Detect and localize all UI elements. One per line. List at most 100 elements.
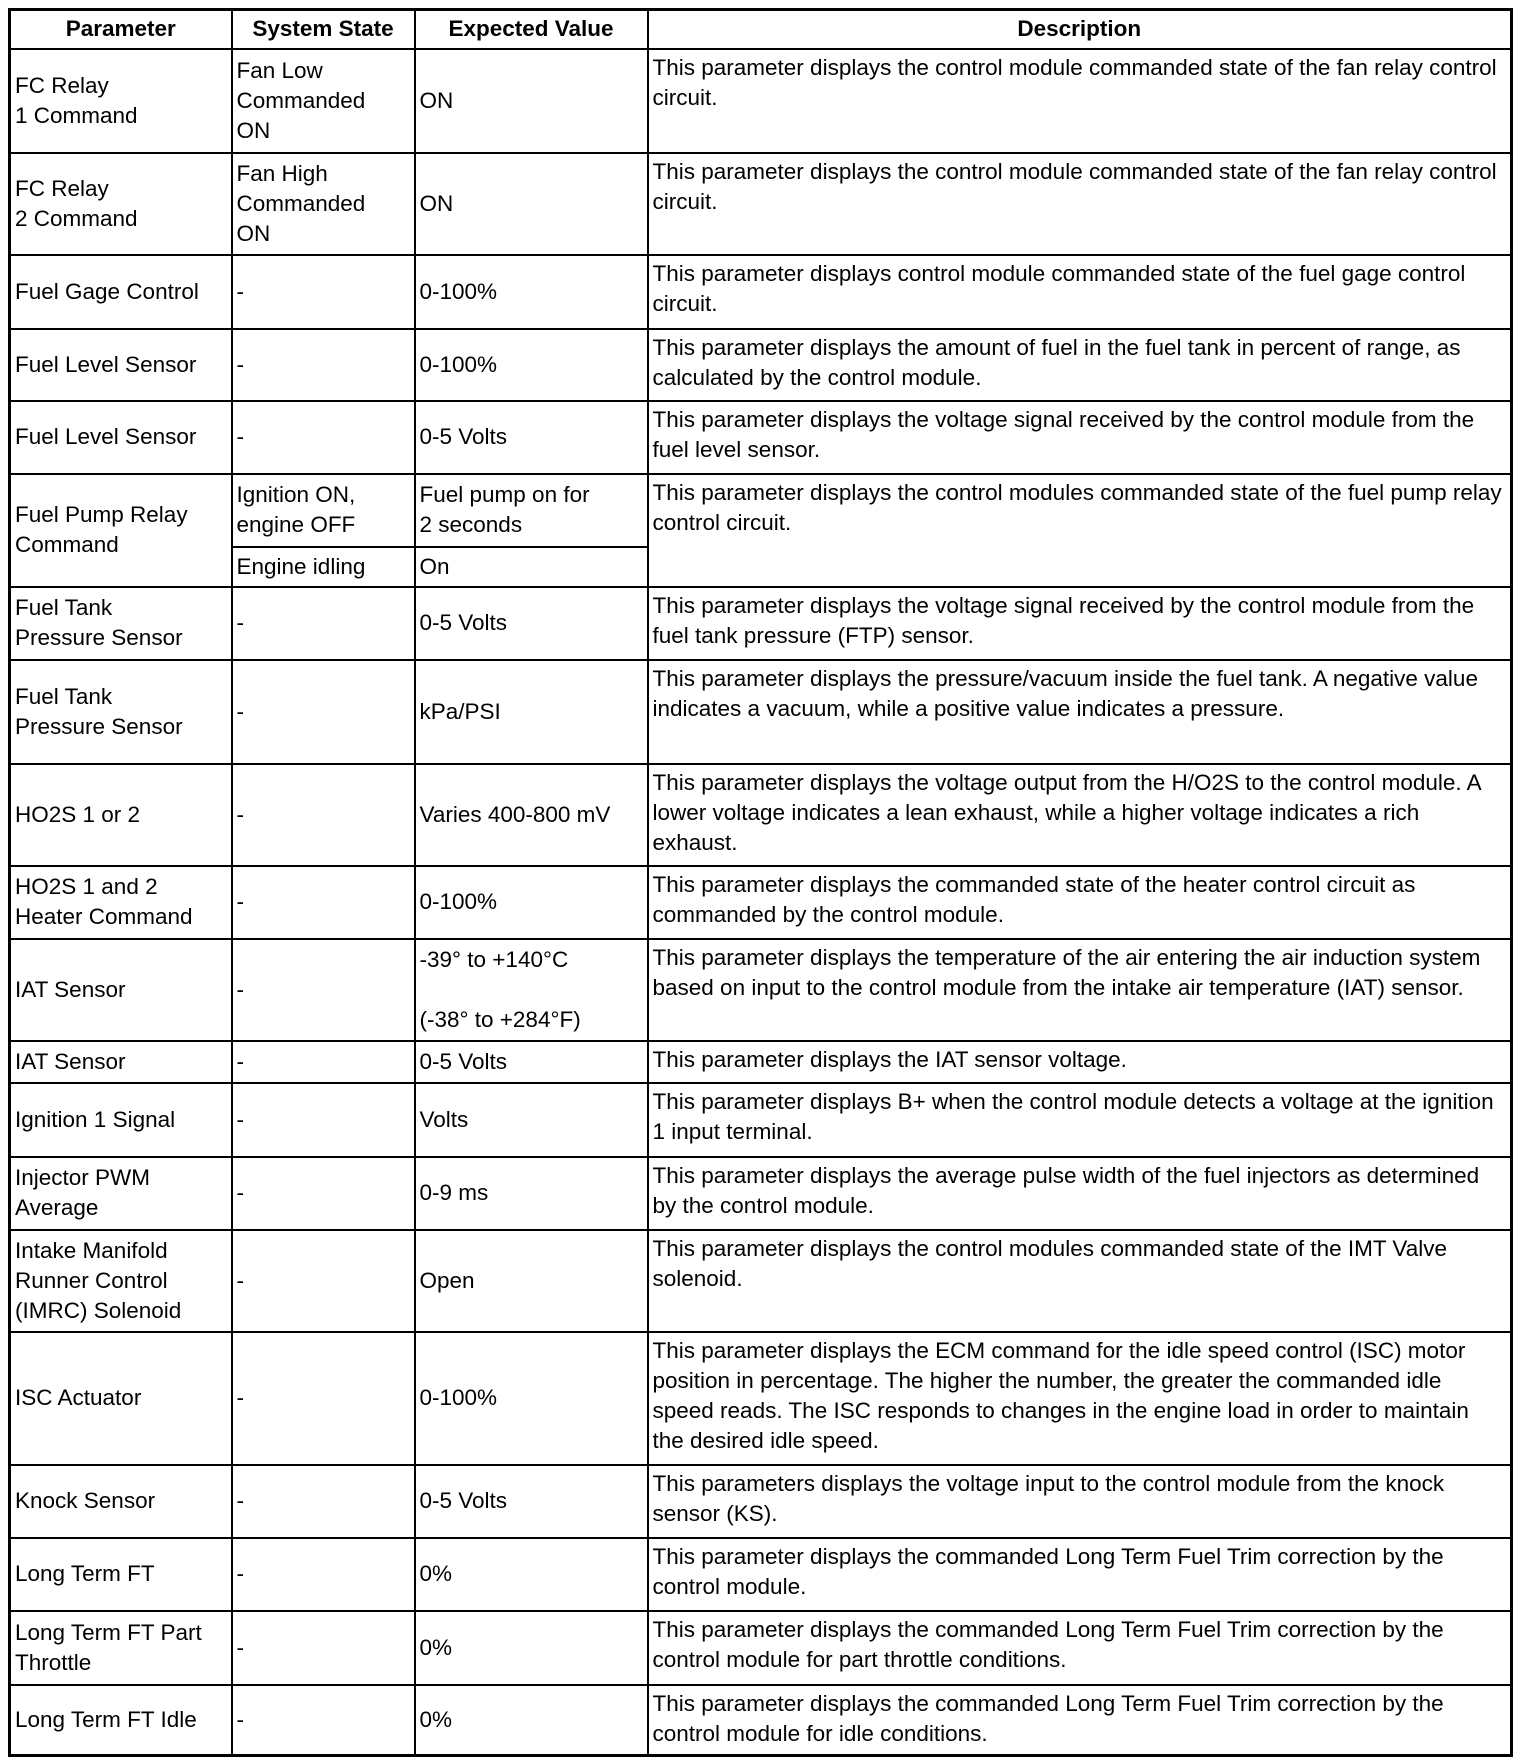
parameter-cell: Fuel Pump Relay Command (8, 472, 233, 588)
header-system-state: System State (230, 8, 416, 50)
parameter-cell: Fuel Level Sensor (8, 399, 233, 475)
description-cell: This parameter displays the ECM command … (646, 1330, 1513, 1466)
system-state-cell: Fan High Commanded ON (230, 151, 416, 256)
description-cell: This parameter displays control module c… (646, 253, 1513, 330)
table-row: HO2S 1 and 2 Heater Command -0-100% This p… (8, 864, 1513, 940)
expected-value-cell: 0-100% (413, 327, 649, 402)
expected-value-cell: 0-100% (413, 253, 649, 330)
table-row: ISC Actuator -0-100% This parameter displa… (8, 1330, 1513, 1466)
description-cell: This parameter displays the IAT sensor v… (646, 1039, 1513, 1084)
description-cell: This parameter displays the control modu… (646, 47, 1513, 154)
parameter-cell: FC Relay 2 Command (8, 151, 233, 256)
header-parameter: Parameter (8, 8, 233, 50)
table-row: Fuel Tank Pressure Sensor - kPa/PSI This pa… (8, 658, 1513, 765)
expected-value-cell: Varies 400-800 mV (413, 762, 649, 867)
table-row: Long Term FT Idle -0% This parameter displ… (8, 1683, 1513, 1757)
system-state-cell: - (230, 1330, 416, 1466)
parameter-cell: HO2S 1 and 2 Heater Command (8, 864, 233, 940)
expected-value-cell: 0-100% (413, 864, 649, 940)
description-cell: This parameter displays the control modu… (646, 151, 1513, 256)
parameter-cell: Fuel Tank Pressure Sensor (8, 658, 233, 765)
table-row: Fuel Level Sensor -0-100% This parameter d… (8, 327, 1513, 402)
description-cell: This parameter displays the commanded Lo… (646, 1609, 1513, 1686)
parameter-cell: Long Term FT Part Throttle (8, 1609, 233, 1686)
parameter-cell: Fuel Gage Control (8, 253, 233, 330)
parameter-cell: IAT Sensor (8, 1039, 233, 1084)
parameter-cell: Ignition 1 Signal (8, 1081, 233, 1158)
expected-value-cell: Fuel pump on for 2 seconds (413, 472, 649, 548)
expected-value-cell: 0-100% (413, 1330, 649, 1466)
description-cell: This parameter displays the average puls… (646, 1155, 1513, 1231)
description-cell: This parameter displays the voltage sign… (646, 585, 1513, 661)
table-row: Fuel Level Sensor -0-5 Volts This paramete… (8, 399, 1513, 475)
table-row: Knock Sensor -0-5 Volts This parameters di… (8, 1463, 1513, 1539)
description-cell: This parameter displays the commanded Lo… (646, 1683, 1513, 1757)
table-row: Injector PWM Average -0-9 ms This paramete… (8, 1155, 1513, 1231)
table-row: Fuel Tank Pressure Sensor -0-5 Volts This … (8, 585, 1513, 661)
expected-value-cell: kPa/PSI (413, 658, 649, 765)
description-cell: This parameter displays the control modu… (646, 1228, 1513, 1333)
system-state-cell: - (230, 399, 416, 475)
description-cell: This parameter displays the commanded Lo… (646, 1536, 1513, 1612)
parameter-cell: Fuel Level Sensor (8, 327, 233, 402)
table-row: IAT Sensor - -39° to +140°C (-38° to +284°… (8, 937, 1513, 1042)
system-state-cell: - (230, 1081, 416, 1158)
parameter-cell: HO2S 1 or 2 (8, 762, 233, 867)
system-state-cell: - (230, 1683, 416, 1757)
expected-value-cell: -39° to +140°C (-38° to +284°F) (413, 937, 649, 1042)
table-row: Long Term FT -0% This parameter displays t… (8, 1536, 1513, 1612)
parameter-cell: Injector PWM Average (8, 1155, 233, 1231)
description-cell: This parameter displays the control modu… (646, 472, 1513, 588)
expected-value-cell: On (413, 545, 649, 588)
system-state-cell: - (230, 1609, 416, 1686)
system-state-cell: - (230, 937, 416, 1042)
system-state-cell: - (230, 585, 416, 661)
expected-value-cell: 0-5 Volts (413, 1039, 649, 1084)
parameter-cell: FC Relay 1 Command (8, 47, 233, 154)
description-cell: This parameters displays the voltage inp… (646, 1463, 1513, 1539)
expected-value-cell: ON (413, 151, 649, 256)
expected-value-cell: 0% (413, 1683, 649, 1757)
description-cell: This parameter displays the voltage sign… (646, 399, 1513, 475)
header-description: Description (646, 8, 1513, 50)
system-state-cell: Fan Low Commanded ON (230, 47, 416, 154)
system-state-cell: - (230, 1228, 416, 1333)
table-row: IAT Sensor -0-5 Volts This parameter displ… (8, 1039, 1513, 1084)
header-row: Parameter System State Expected Value De… (8, 8, 1513, 50)
description-cell: This parameter displays B+ when the cont… (646, 1081, 1513, 1158)
header-expected-value: Expected Value (413, 8, 649, 50)
system-state-cell: Engine idling (230, 545, 416, 588)
table-row: FC Relay 1 Command Fan Low Commanded ON ON… (8, 47, 1513, 154)
parameter-cell: Knock Sensor (8, 1463, 233, 1539)
table-row: Long Term FT Part Throttle -0% This parame… (8, 1609, 1513, 1686)
expected-value-cell: 0-5 Volts (413, 585, 649, 661)
parameter-cell: Long Term FT (8, 1536, 233, 1612)
description-cell: This parameter displays the voltage outp… (646, 762, 1513, 867)
parameter-cell: Fuel Tank Pressure Sensor (8, 585, 233, 661)
expected-value-cell: 0-5 Volts (413, 399, 649, 475)
expected-value-cell: 0% (413, 1536, 649, 1612)
system-state-cell: - (230, 658, 416, 765)
table-row: FC Relay 2 Command Fan High Commanded ON O… (8, 151, 1513, 256)
description-cell: This parameter displays the amount of fu… (646, 327, 1513, 402)
expected-value-cell: 0-9 ms (413, 1155, 649, 1231)
table-row: HO2S 1 or 2- Varies 400-800 mV This parame… (8, 762, 1513, 867)
table-row: Ignition 1 Signal - Volts This parameter di… (8, 1081, 1513, 1158)
description-cell: This parameter displays the pressure/vac… (646, 658, 1513, 765)
system-state-cell: Ignition ON, engine OFF (230, 472, 416, 548)
system-state-cell: - (230, 762, 416, 867)
system-state-cell: - (230, 864, 416, 940)
system-state-cell: - (230, 253, 416, 330)
parameter-table: Parameter System State Expected Value De… (8, 8, 1513, 1757)
parameter-cell: Intake Manifold Runner Control (IMRC) So… (8, 1228, 233, 1333)
table-row: Fuel Pump Relay Command Ignition ON, engi… (8, 472, 1513, 588)
table-row: Intake Manifold Runner Control (IMRC) So… (8, 1228, 1513, 1333)
system-state-cell: - (230, 1536, 416, 1612)
system-state-cell: - (230, 1039, 416, 1084)
expected-value-cell: 0% (413, 1609, 649, 1686)
expected-value-cell: ON (413, 47, 649, 154)
expected-value-cell: 0-5 Volts (413, 1463, 649, 1539)
expected-value-cell: Open (413, 1228, 649, 1333)
parameter-cell: ISC Actuator (8, 1330, 233, 1466)
description-cell: This parameter displays the temperature … (646, 937, 1513, 1042)
